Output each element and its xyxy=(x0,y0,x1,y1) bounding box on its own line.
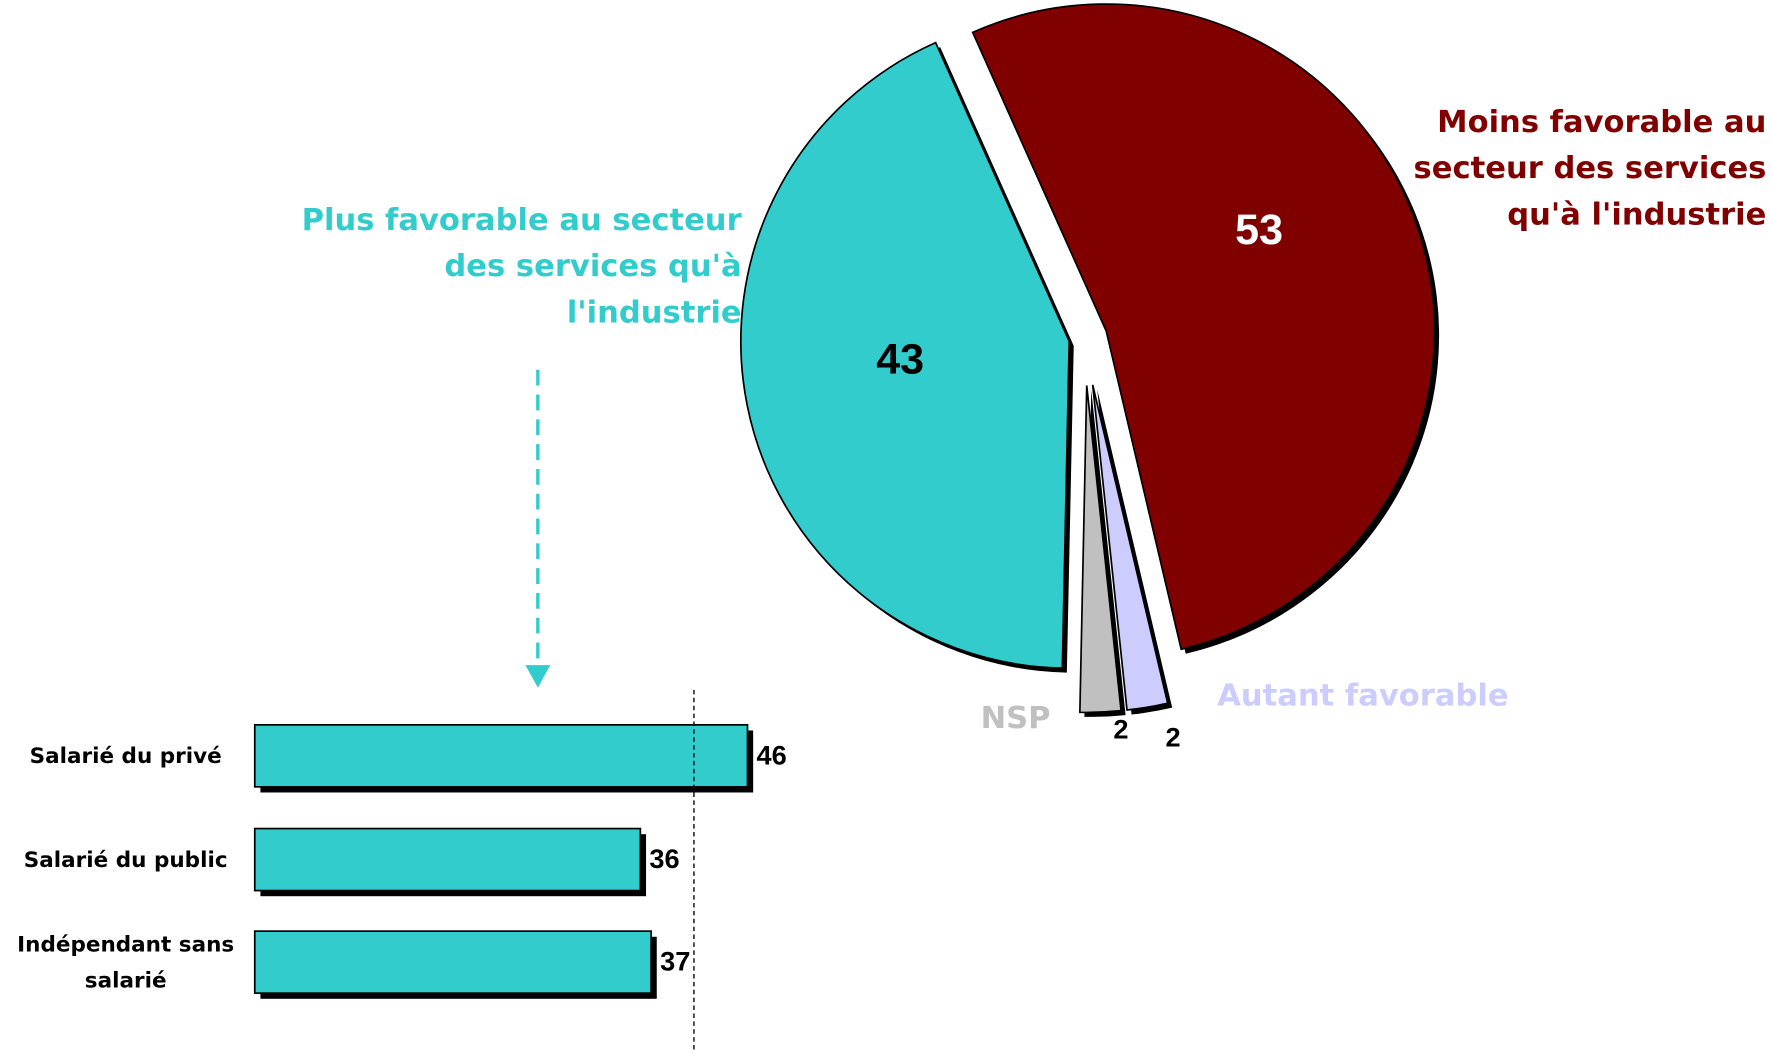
pie-slice xyxy=(971,3,1436,651)
bar xyxy=(253,930,652,994)
slice-label: Plus favorable au secteur des services q… xyxy=(301,202,742,331)
slice-value: 2 xyxy=(1113,714,1129,746)
bar-value: 37 xyxy=(660,946,691,977)
bar xyxy=(253,827,642,892)
slice-label: Moins favorable au secteur des services … xyxy=(1413,104,1767,233)
pie-slice xyxy=(1078,385,1122,714)
slice-value: 2 xyxy=(1165,722,1181,754)
slice-shadow xyxy=(1097,389,1173,715)
slice-value: 43 xyxy=(876,336,925,384)
slice-value: 53 xyxy=(1235,206,1284,255)
bar xyxy=(253,724,749,788)
pie-slice xyxy=(739,41,1071,670)
pie-slice xyxy=(1091,384,1169,711)
slice-label: NSP xyxy=(980,701,1051,737)
bar-value: 36 xyxy=(649,843,680,875)
category-label: Salarié du public xyxy=(23,847,228,872)
category-label: Salarié du privé xyxy=(29,743,222,769)
category-label: Indépendant sans salarié xyxy=(17,931,235,993)
bar-value: 46 xyxy=(756,740,787,771)
slice-label: Autant favorable xyxy=(1217,678,1509,714)
arrow-head xyxy=(525,665,551,688)
